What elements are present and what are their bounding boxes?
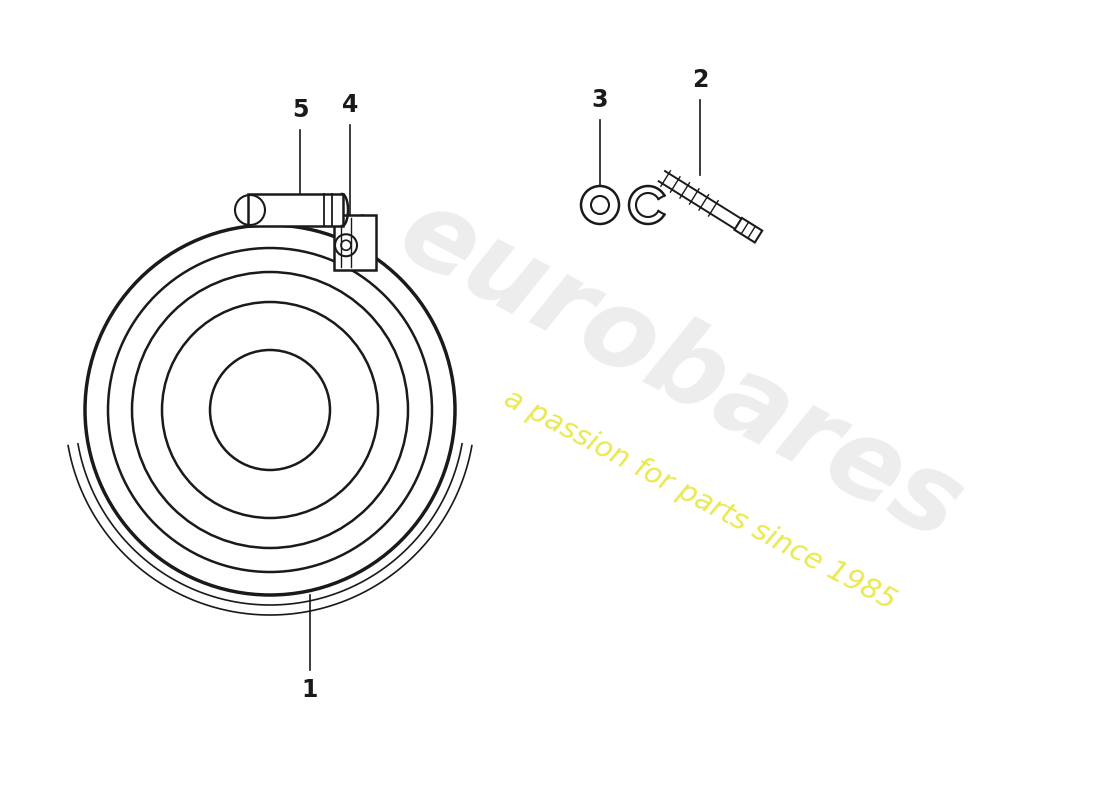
Bar <box>334 215 376 270</box>
Text: 2: 2 <box>692 68 708 92</box>
Bar <box>248 194 343 226</box>
Text: 5: 5 <box>292 98 308 122</box>
Text: 3: 3 <box>592 88 608 112</box>
Text: a passion for parts since 1985: a passion for parts since 1985 <box>499 384 901 616</box>
Polygon shape <box>735 218 762 242</box>
Text: 4: 4 <box>342 93 359 117</box>
Text: 1: 1 <box>301 678 318 702</box>
Text: eurobares: eurobares <box>381 178 979 562</box>
